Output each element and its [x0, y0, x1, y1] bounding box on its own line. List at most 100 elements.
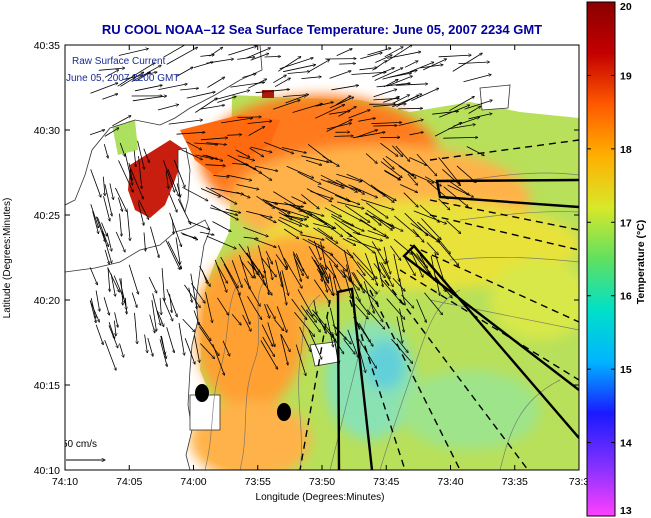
- current-vector: [329, 97, 354, 109]
- current-vector: [210, 187, 244, 194]
- current-vector: [351, 271, 365, 293]
- x-tick-label: 74:10: [52, 476, 78, 488]
- current-vector: [458, 62, 489, 64]
- current-vector: [432, 111, 458, 115]
- current-vector: [403, 256, 415, 276]
- current-vector: [113, 275, 125, 303]
- current-vector: [375, 55, 392, 63]
- current-vector: [438, 198, 450, 210]
- y-tick-label: 40:30: [34, 125, 60, 137]
- current-vector: [412, 173, 434, 183]
- current-vector: [207, 77, 225, 88]
- current-vector: [285, 95, 307, 104]
- current-vector: [167, 168, 179, 196]
- current-vector: [416, 299, 427, 322]
- current-vector: [267, 322, 275, 347]
- current-vector: [240, 260, 254, 278]
- current-vector: [409, 62, 434, 73]
- current-vector: [128, 264, 138, 295]
- current-vector: [452, 53, 483, 72]
- current-vector: [356, 261, 374, 280]
- current-vector: [186, 141, 202, 150]
- y-tick-label: 40:10: [34, 465, 60, 477]
- current-vector: [361, 179, 386, 196]
- current-vector: [186, 92, 216, 99]
- current-vector: [394, 215, 418, 237]
- current-vector: [239, 254, 251, 289]
- current-vector: [273, 100, 300, 110]
- current-vector: [398, 120, 424, 126]
- ocean-notch: [309, 341, 339, 367]
- current-vector: [417, 221, 438, 242]
- current-vector: [283, 95, 309, 97]
- current-vector: [399, 308, 405, 333]
- current-vector: [308, 246, 325, 274]
- current-vector: [223, 263, 240, 295]
- current-vector: [278, 57, 301, 72]
- x-tick-label: 73:45: [373, 476, 399, 488]
- current-vector: [143, 148, 150, 163]
- zone-north: [435, 178, 579, 209]
- current-vector: [279, 271, 287, 306]
- colorbar-label: Temperature (°C): [635, 220, 647, 305]
- current-vector: [277, 219, 302, 234]
- y-axis-ticks: 40:35 40:30 40:25 40:20 40:15 40:10: [34, 40, 579, 477]
- current-vector: [401, 294, 414, 308]
- current-vector: [356, 130, 377, 138]
- current-vector: [313, 300, 317, 314]
- current-vector: [443, 137, 478, 138]
- current-vector: [370, 184, 394, 203]
- current-vector: [119, 213, 122, 237]
- x-tick-label: 73:55: [245, 476, 271, 488]
- current-vector: [126, 210, 130, 241]
- current-vector: [230, 82, 264, 88]
- current-vector: [280, 334, 290, 352]
- current-vector: [464, 100, 493, 110]
- current-vector: [410, 222, 440, 242]
- current-vector: [148, 276, 157, 293]
- current-vector: [150, 226, 159, 258]
- current-vector: [343, 339, 355, 354]
- current-vector: [371, 241, 386, 264]
- current-vector: [274, 78, 291, 88]
- current-vector: [336, 49, 353, 56]
- current-vector: [306, 188, 332, 202]
- current-vector: [358, 118, 375, 122]
- current-vector: [375, 255, 383, 287]
- current-vector: [339, 64, 355, 65]
- current-vector: [169, 212, 182, 247]
- current-vector: [409, 157, 427, 166]
- current-vector: [112, 116, 131, 127]
- current-vector: [124, 153, 132, 185]
- current-vector: [222, 340, 230, 356]
- x-tick-label: 74:00: [180, 476, 206, 488]
- current-vector: [90, 204, 99, 228]
- current-vector: [149, 314, 155, 333]
- current-vector: [104, 70, 119, 78]
- current-vector: [346, 237, 381, 250]
- current-vector: [348, 110, 371, 119]
- current-vector: [301, 194, 319, 209]
- current-vector: [210, 204, 239, 220]
- current-vector: [466, 146, 485, 156]
- colorbar-tick-label: 18: [620, 144, 632, 156]
- current-vector: [195, 154, 214, 159]
- current-vector: [320, 178, 345, 188]
- current-vector: [242, 314, 252, 332]
- colorbar-tick-label: 15: [620, 364, 632, 376]
- current-vector: [212, 343, 225, 375]
- current-vector: [297, 171, 321, 184]
- current-vector: [315, 105, 345, 119]
- current-vector: [235, 149, 250, 158]
- current-vector: [262, 198, 290, 217]
- current-vector: [216, 265, 227, 283]
- current-vector: [136, 63, 154, 75]
- current-vector: [346, 264, 351, 282]
- current-vector: [443, 186, 469, 207]
- current-vector: [118, 160, 134, 192]
- current-vector: [291, 298, 307, 320]
- current-vector: [329, 71, 352, 79]
- current-vector: [161, 268, 164, 301]
- current-vector: [138, 156, 142, 189]
